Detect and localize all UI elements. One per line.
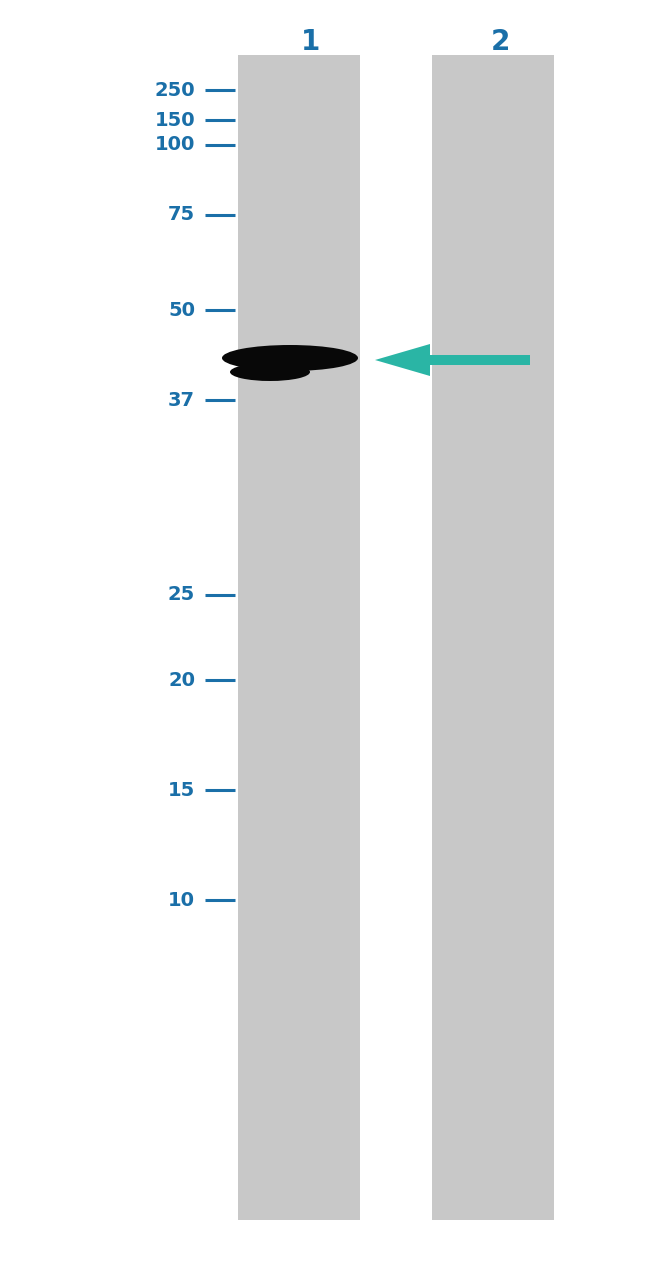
Text: 25: 25 [168, 585, 195, 605]
Bar [238, 55, 360, 1220]
Bar [432, 55, 554, 1220]
Text: 75: 75 [168, 206, 195, 225]
Text: 100: 100 [155, 136, 195, 155]
Ellipse shape [222, 345, 358, 371]
Text: 15: 15 [168, 781, 195, 800]
Text: 250: 250 [155, 80, 195, 99]
Text: 150: 150 [155, 110, 195, 130]
Text: 20: 20 [168, 671, 195, 690]
Text: 50: 50 [168, 301, 195, 320]
Text: 37: 37 [168, 390, 195, 409]
Ellipse shape [230, 363, 310, 381]
FancyArrow shape [375, 344, 530, 376]
Text: 10: 10 [168, 890, 195, 909]
Text: 2: 2 [490, 28, 510, 56]
Text: 1: 1 [300, 28, 320, 56]
